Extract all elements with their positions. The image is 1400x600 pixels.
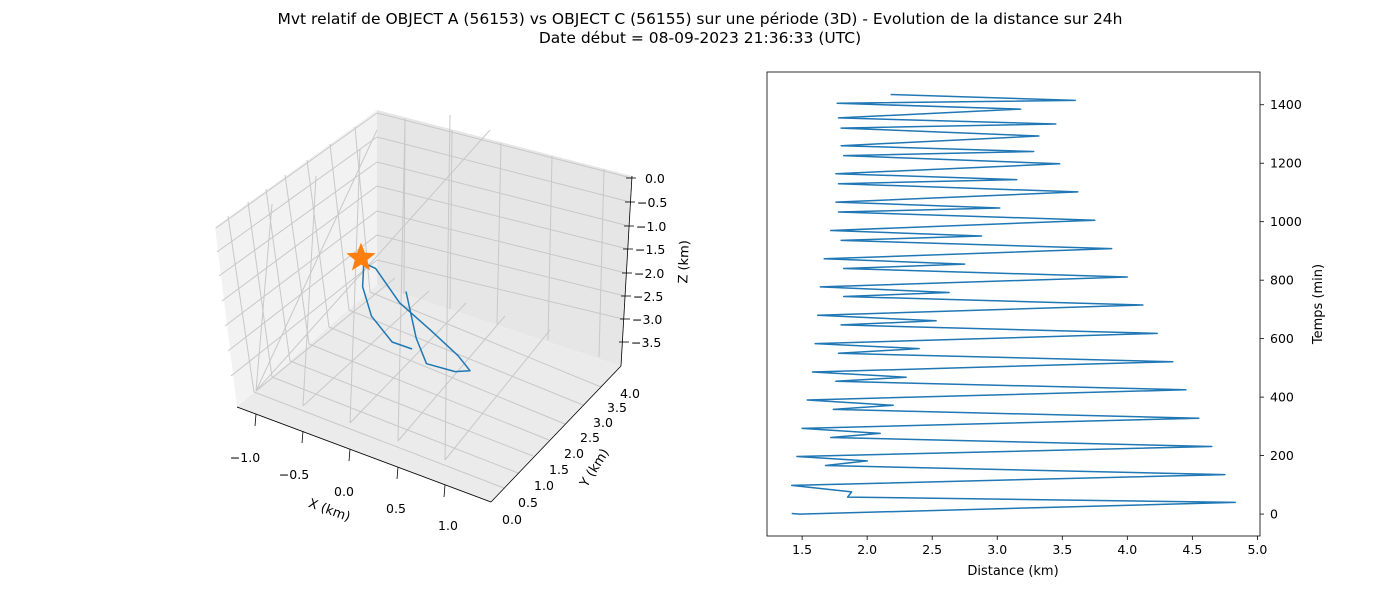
x-tick-label: −1.0 xyxy=(230,450,260,465)
pane-back-left xyxy=(215,110,377,407)
y-tick-label: 400 xyxy=(1270,390,1294,405)
y-tick-label: 2.5 xyxy=(580,430,600,445)
x-tick-label: 0.5 xyxy=(386,501,406,516)
distance-series-group xyxy=(790,93,1237,515)
z-tick-label: −1.0 xyxy=(636,219,666,234)
x-tick-label: 4.5 xyxy=(1182,542,1202,557)
z-tick-label: −2.0 xyxy=(634,266,664,281)
y-tick-label: 3.0 xyxy=(593,415,613,430)
y-tick-label: 800 xyxy=(1270,273,1294,288)
grid-3d xyxy=(215,112,632,503)
z-axis-line xyxy=(620,175,633,367)
y-ticks-3d: 0.0 0.5 1.0 1.5 2.0 2.5 3.0 3.5 4.0 xyxy=(502,386,640,527)
plot-frame xyxy=(766,71,1261,537)
pane-back-right xyxy=(377,110,632,366)
x-tick-label: −0.5 xyxy=(279,467,309,482)
y-tick-label: 1400 xyxy=(1270,97,1302,112)
z-tick-label: −2.5 xyxy=(633,289,663,304)
z-tick-label: 0.0 xyxy=(645,171,665,186)
y-tick-label: 1200 xyxy=(1270,156,1302,171)
y-axis-label-2d: Temps (min) xyxy=(1311,264,1326,345)
distance-series-line xyxy=(790,93,1237,515)
y-tick-label: 0.5 xyxy=(518,495,538,510)
y-tick-label: 1.0 xyxy=(534,478,554,493)
y-tick-label: 4.0 xyxy=(620,386,640,401)
z-axis-label-3d: Z (km) xyxy=(676,240,693,284)
x-ticks-2d: 1.5 2.0 2.5 3.0 3.5 4.0 4.5 5.0 xyxy=(792,536,1267,557)
figure-subtitle: Date début = 08-09-2023 21:36:33 (UTC) xyxy=(538,29,862,47)
x-tick-label: 2.0 xyxy=(857,542,877,557)
z-tick-label: −3.0 xyxy=(632,312,662,327)
y-tick-label: 3.5 xyxy=(607,400,627,415)
z-tick-label: −1.5 xyxy=(635,242,665,257)
origin-star-marker xyxy=(346,242,376,271)
x-tick-label: 1.0 xyxy=(438,518,458,533)
x-ticks-3d: −1.0 −0.5 0.0 0.5 1.0 xyxy=(230,413,458,533)
y-tick-label: 0 xyxy=(1270,507,1278,522)
x-tick-label: 0.0 xyxy=(334,484,354,499)
pane-floor xyxy=(237,285,621,502)
y-tick-label: 0.0 xyxy=(502,512,522,527)
x-tick-label: 4.0 xyxy=(1117,542,1137,557)
y-tick-label: 1.5 xyxy=(549,462,569,477)
x-tick-label: 5.0 xyxy=(1247,542,1267,557)
y-axis-line xyxy=(490,365,622,503)
y-ticks-2d: 0 200 400 600 800 1000 1200 1400 xyxy=(1260,97,1302,522)
y-tick-label: 1000 xyxy=(1270,214,1302,229)
trajectory-3d-line xyxy=(361,262,471,373)
z-tick-label: −0.5 xyxy=(637,195,667,210)
x-axis-line xyxy=(236,406,492,503)
x-tick-label: 3.0 xyxy=(987,542,1007,557)
z-ticks-3d: 0.0 −0.5 −1.0 −1.5 −2.0 −2.5 −3.0 −3.5 xyxy=(619,171,667,350)
x-tick-label: 3.5 xyxy=(1052,542,1072,557)
x-tick-label: 2.5 xyxy=(922,542,942,557)
figure-title: Mvt relatif de OBJECT A (56153) vs OBJEC… xyxy=(277,10,1123,28)
y-tick-label: 600 xyxy=(1270,331,1294,346)
trajectory-3d-group xyxy=(361,262,471,373)
y-tick-label: 2.0 xyxy=(564,446,584,461)
z-tick-label: −3.5 xyxy=(631,335,661,350)
x-tick-label: 1.5 xyxy=(792,542,812,557)
y-tick-label: 200 xyxy=(1270,448,1294,463)
x-axis-label-2d: Distance (km) xyxy=(967,564,1058,579)
